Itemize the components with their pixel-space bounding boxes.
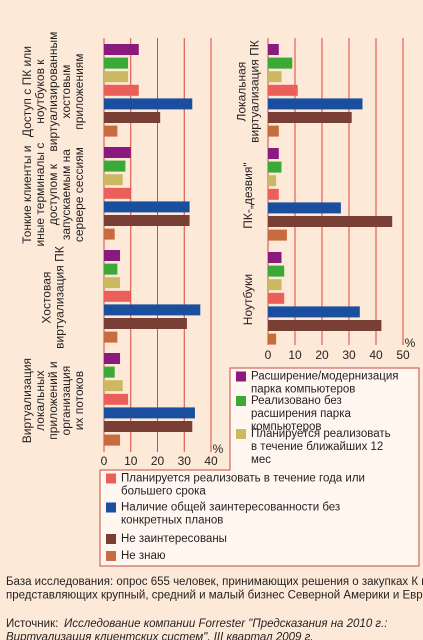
bar [268, 216, 393, 227]
bar [268, 161, 282, 173]
bar [268, 188, 279, 200]
bar [104, 112, 161, 123]
bar [104, 318, 187, 329]
bar [104, 304, 201, 316]
x-tick-label: 20 [315, 348, 329, 362]
category-label: Локальнаявиртуализация ПК [235, 40, 262, 143]
x-tick-label: 40 [369, 348, 383, 362]
legend-label: Планируется реализовать в течение ближайш… [251, 428, 391, 466]
bar [268, 279, 282, 291]
bar [104, 201, 190, 213]
bar [104, 393, 129, 405]
bar [104, 263, 118, 275]
legend-box [99, 367, 420, 567]
legend-label: Расширение/модернизация парка компьютеров [251, 371, 398, 396]
footnote: База исследования: опрос 655 человек, пр… [6, 576, 423, 602]
bar [104, 331, 118, 343]
x-tick-label: 0 [265, 348, 272, 362]
category-label: Доступ с ПК илиноутбуков квиртуализирова… [20, 32, 86, 152]
legend-swatch [236, 429, 246, 439]
bar [104, 160, 126, 172]
bar [104, 421, 193, 432]
x-tick-label: 40 [204, 454, 218, 468]
legend-swatch [106, 473, 116, 484]
x-tick-label: 30 [178, 454, 192, 468]
x-tick-label: 10 [288, 348, 302, 362]
x-tick-label: 30 [342, 348, 356, 362]
bar [104, 407, 195, 419]
category-label: Ноутбуки [241, 274, 255, 325]
legend-swatch [106, 502, 116, 513]
source-text: Исследование компании Forrester "Предска… [6, 618, 387, 640]
bar [268, 71, 282, 83]
bar [104, 434, 121, 446]
bar [104, 366, 115, 378]
bar [104, 250, 121, 261]
bar [268, 320, 382, 331]
category-label: ПК-„дезвия" [241, 162, 255, 228]
bar [268, 148, 279, 159]
bar [268, 252, 282, 263]
bar [268, 229, 287, 241]
bar [104, 84, 139, 96]
bar [104, 353, 121, 364]
bar [104, 98, 193, 110]
x-tick-label: 20 [151, 454, 165, 468]
bar [268, 125, 279, 137]
legend-label: Планируется реализовать в течение года и… [121, 473, 365, 498]
bar [104, 57, 129, 69]
category-label: Виртуализациялокальныхприложений иоргани… [20, 358, 86, 443]
legend-label: Наличие общей заинтересованности без конк… [121, 502, 340, 527]
bar [104, 380, 123, 392]
bar [104, 215, 190, 226]
bar [104, 125, 118, 137]
bar [104, 187, 131, 199]
bar [268, 202, 341, 214]
category-label: Хостоваявиртуализация ПК [40, 246, 67, 349]
bar [268, 44, 279, 55]
bar [268, 292, 285, 304]
bar [268, 84, 298, 96]
source: Источник: [6, 618, 58, 630]
bar [104, 174, 123, 186]
legend-label: Не заинтересованы [121, 533, 227, 545]
legend-swatch [106, 534, 116, 544]
legend-label: Не знаю [121, 550, 166, 562]
legend-swatch [236, 396, 246, 406]
bar [268, 306, 360, 318]
bar [104, 44, 139, 55]
legend-swatch [106, 551, 116, 561]
x-tick-label: 10 [124, 454, 138, 468]
legend-label: Реализовано без расширения парка компьютер… [251, 395, 351, 433]
bar [268, 57, 293, 69]
bar [268, 265, 285, 277]
x-axis-unit: % [213, 442, 224, 456]
bar [104, 71, 129, 83]
bar [104, 228, 115, 240]
bar [268, 98, 363, 110]
bar [268, 112, 352, 123]
legend-swatch [236, 371, 246, 382]
source-prefix: Источник: [6, 618, 58, 630]
category-label: Тонкие клиенты ииные терминалы сдоступом… [20, 143, 86, 247]
x-tick-label: 0 [101, 454, 108, 468]
bar [268, 175, 277, 187]
bar [268, 333, 277, 345]
x-tick-label: 50 [396, 348, 410, 362]
bar [104, 277, 121, 289]
bar [104, 147, 131, 158]
bar [104, 290, 131, 302]
x-axis-unit: % [405, 336, 416, 350]
